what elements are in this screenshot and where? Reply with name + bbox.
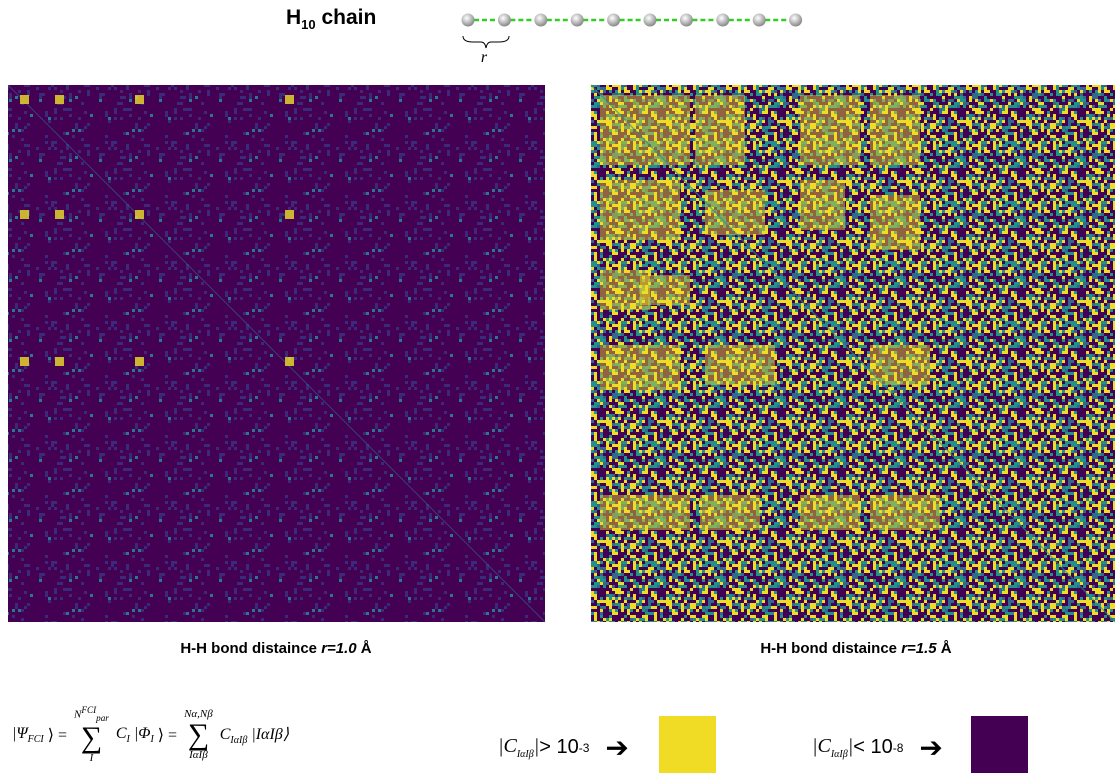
eq-sum-bottom: IαIβ: [189, 750, 208, 761]
hot-spot: [135, 95, 144, 104]
eq-text: ⟩ =: [158, 725, 177, 745]
eq-sum: Nα,Nβ∑IαIβ: [184, 709, 213, 761]
h-atom: [680, 14, 693, 27]
eq-sub: I: [127, 734, 130, 745]
figure: H10 chain r H-H bond distaince r=1.0 Å H…: [0, 0, 1115, 782]
legend-relation: < 10: [853, 736, 892, 759]
eq-text: |IαIβ⟩: [251, 726, 289, 743]
h-atom: [462, 14, 475, 27]
h-atom: [789, 14, 802, 27]
heatmaps: r: [0, 0, 1115, 640]
legend-symbol: |CIαIβ|: [498, 735, 539, 760]
block: [600, 495, 690, 530]
block: [695, 95, 745, 165]
legend-text: |C: [812, 735, 831, 757]
legend-sub: IαIβ: [831, 749, 848, 760]
legend-sub: IαIβ: [517, 749, 534, 760]
caption-r: r=1.5: [901, 640, 936, 657]
legend-text: |C: [498, 735, 517, 757]
caption-left: H-H bond distaince r=1.0 Å: [6, 640, 546, 657]
equation: |ΨFCI ⟩ = NFCIpar∑I CI |ΦI ⟩ = Nα,Nβ∑IαI…: [12, 706, 289, 764]
hot-spot: [55, 95, 64, 104]
block: [870, 195, 920, 250]
eq-sub: FCI: [28, 734, 44, 745]
caption-unit: Å: [937, 640, 952, 657]
block: [705, 345, 775, 385]
eq-sup: FCI: [81, 705, 96, 715]
h-atom: [644, 14, 657, 27]
eq-sigma: ∑: [188, 720, 209, 750]
caption-right: H-H bond distaince r=1.5 Å: [586, 640, 1115, 657]
hot-spot: [285, 357, 294, 366]
block: [800, 95, 860, 165]
block: [600, 95, 690, 165]
eq-sub: I: [150, 734, 153, 745]
h-atom: [498, 14, 511, 27]
eq-text: ⟩ =: [48, 725, 67, 745]
legend-exponent: -8: [893, 741, 904, 755]
h-atom: [716, 14, 729, 27]
caption-r: r=1.0: [321, 640, 356, 657]
legend-exponent: -3: [579, 741, 590, 755]
eq-lhs: |ΨFCI: [12, 725, 44, 745]
eq-text: C: [220, 726, 231, 743]
hot-spot: [285, 210, 294, 219]
bond-label: r: [481, 49, 488, 66]
hot-spot: [55, 357, 64, 366]
hot-spot: [135, 357, 144, 366]
legend-swatch: [659, 716, 716, 773]
eq-text: |Ψ: [12, 725, 28, 742]
hot-spot: [20, 357, 29, 366]
block: [870, 495, 940, 530]
caption-text: H-H bond distaince: [180, 640, 321, 657]
arrow: ➔: [605, 731, 628, 764]
hot-spot: [20, 210, 29, 219]
page: {"header": {"title": "H", "title_sub": "…: [0, 0, 1115, 782]
hot-spot: [285, 95, 294, 104]
block: [600, 180, 680, 240]
h-atom: [571, 14, 584, 27]
h-chain: [462, 14, 803, 27]
eq-term: CIαIβ |IαIβ⟩: [220, 724, 289, 746]
caption-text: H-H bond distaince: [760, 640, 901, 657]
block: [600, 345, 680, 390]
eq-term: CI |ΦI: [116, 725, 154, 745]
block: [870, 95, 920, 165]
arrow: ➔: [919, 731, 942, 764]
h-atom: [753, 14, 766, 27]
bond-brace: [463, 36, 509, 48]
block: [700, 495, 760, 530]
h-atom: [607, 14, 620, 27]
block: [800, 180, 845, 230]
legend-relation: > 10: [539, 736, 578, 759]
legend-symbol: |CIαIβ|: [812, 735, 853, 760]
eq-sigma: ∑: [81, 723, 102, 753]
eq-sum-bottom: I: [90, 753, 94, 764]
eq-sum: NFCIpar∑I: [74, 706, 109, 764]
legend-entry: |CIαIβ| < 10-8 ➔: [812, 722, 1028, 773]
block: [800, 495, 860, 530]
eq-text: |Φ: [134, 725, 151, 742]
legend-swatch: [971, 716, 1028, 773]
hot-spot: [135, 210, 144, 219]
legend-entry: |CIαIβ| > 10-3 ➔: [498, 722, 716, 773]
hot-spot: [55, 210, 64, 219]
block: [705, 190, 765, 235]
h-atom: [534, 14, 547, 27]
block: [640, 275, 690, 305]
eq-sub: IαIβ: [230, 735, 247, 746]
hot-spot: [20, 95, 29, 104]
eq-text: C: [116, 725, 127, 742]
block: [870, 345, 930, 385]
caption-unit: Å: [357, 640, 372, 657]
